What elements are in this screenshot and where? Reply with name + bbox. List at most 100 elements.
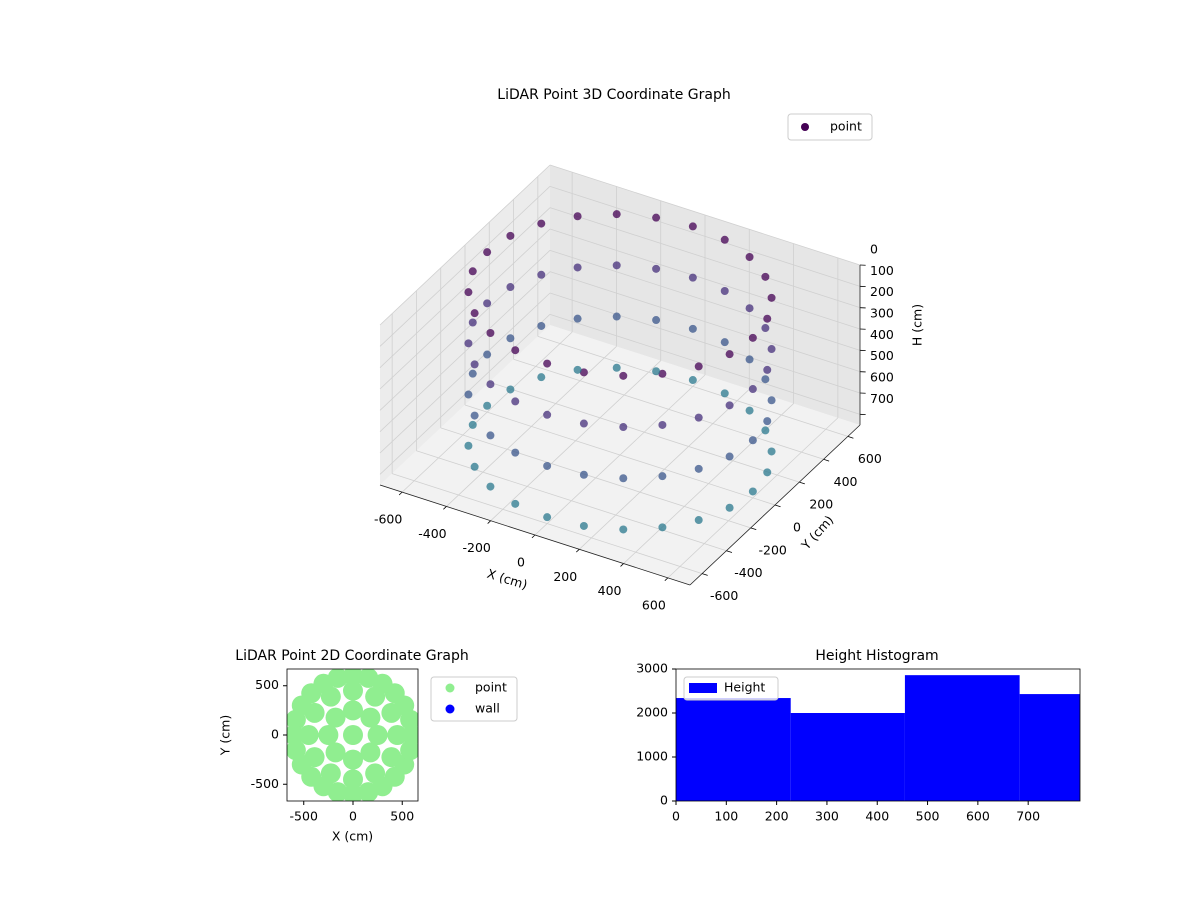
- axis-line: [379, 484, 691, 586]
- point: [543, 461, 552, 470]
- point: [537, 219, 546, 228]
- grid-line: [416, 450, 727, 552]
- point: [486, 380, 495, 389]
- point: [658, 523, 667, 532]
- grid-line: [549, 249, 861, 351]
- grid-line: [392, 473, 703, 574]
- x-tick-label: -500: [290, 809, 318, 824]
- point: [720, 338, 729, 347]
- point: [365, 686, 386, 707]
- point: [367, 725, 388, 745]
- y-tick-label: 1000: [636, 749, 668, 764]
- z-tick-label: 400: [870, 327, 894, 342]
- point: [767, 345, 776, 354]
- z-tick-label: 600: [870, 370, 894, 385]
- tick-mark: [575, 548, 580, 553]
- point: [763, 365, 772, 374]
- point: [612, 363, 621, 372]
- grid-line: [379, 292, 551, 454]
- y-tick-label: 2000: [636, 705, 668, 720]
- point: [761, 272, 770, 281]
- point: [694, 516, 703, 525]
- tick-mark: [443, 506, 447, 510]
- point: [342, 725, 363, 745]
- x-tick-label: 0: [517, 555, 525, 570]
- point: [486, 431, 495, 440]
- x-tick-label: 300: [815, 809, 839, 824]
- point: [381, 702, 402, 723]
- grid-line: [379, 207, 551, 368]
- point: [468, 318, 477, 327]
- x-axis-label: X (cm): [485, 566, 529, 592]
- point: [483, 299, 492, 308]
- x-tick-label: -600: [374, 512, 402, 527]
- legend-box: [787, 113, 873, 141]
- point: [543, 359, 552, 368]
- point: [767, 447, 776, 456]
- grid-line: [549, 164, 861, 266]
- bar: [1019, 694, 1080, 801]
- point: [464, 339, 473, 348]
- grid-line: [464, 404, 776, 506]
- point: [720, 286, 729, 295]
- legend-marker: [445, 704, 455, 714]
- y-tick-label: -500: [251, 776, 279, 791]
- point: [468, 369, 477, 378]
- point: [658, 420, 667, 429]
- tick-mark: [398, 491, 403, 496]
- y-axis-label: Y (cm): [218, 715, 233, 756]
- grid-line: [549, 292, 861, 394]
- grid-line: [379, 271, 551, 432]
- grid-line: [549, 228, 861, 330]
- grid-line: [549, 185, 861, 287]
- x-tick-label: 700: [1016, 809, 1040, 824]
- y-tick-label: 0: [793, 520, 801, 535]
- grid-line: [379, 186, 551, 347]
- point: [483, 401, 492, 410]
- tick-mark: [487, 520, 491, 524]
- z-tick-label: 700: [870, 391, 894, 406]
- point: [402, 725, 418, 745]
- point: [360, 742, 381, 763]
- point: [464, 390, 473, 399]
- point: [511, 346, 520, 355]
- point: [342, 680, 363, 701]
- plot-area: [287, 669, 418, 801]
- point: [470, 309, 479, 318]
- y-tick-label: -600: [710, 588, 738, 603]
- bar: [904, 675, 1020, 801]
- legend-label: point: [475, 680, 507, 695]
- point: [573, 365, 582, 374]
- chart-title: Height Histogram: [815, 648, 938, 664]
- point: [579, 521, 588, 530]
- x-tick-label: -400: [418, 526, 446, 541]
- bar: [676, 698, 791, 801]
- tick-mark: [620, 563, 624, 567]
- point: [511, 397, 520, 406]
- point: [537, 321, 546, 330]
- x-tick-label: 500: [390, 809, 414, 824]
- point: [506, 283, 515, 292]
- point: [767, 293, 776, 302]
- point: [579, 419, 588, 428]
- x-tick-label: 600: [642, 597, 666, 612]
- point: [381, 747, 402, 768]
- point: [652, 367, 661, 376]
- point: [511, 499, 520, 508]
- y-axis-label: Y (cm): [797, 512, 836, 553]
- bar: [790, 713, 905, 801]
- point: [486, 329, 495, 337]
- legend-marker: [801, 123, 809, 131]
- tick-mark: [750, 527, 757, 531]
- point: [298, 725, 319, 745]
- point: [470, 360, 479, 369]
- point: [506, 385, 515, 394]
- y-tick-label: 600: [858, 451, 882, 466]
- point: [342, 749, 363, 770]
- point: [470, 411, 479, 420]
- point: [573, 263, 582, 272]
- x-tick-label: 500: [916, 809, 940, 824]
- point: [342, 700, 363, 721]
- point: [506, 334, 515, 343]
- point: [652, 316, 661, 325]
